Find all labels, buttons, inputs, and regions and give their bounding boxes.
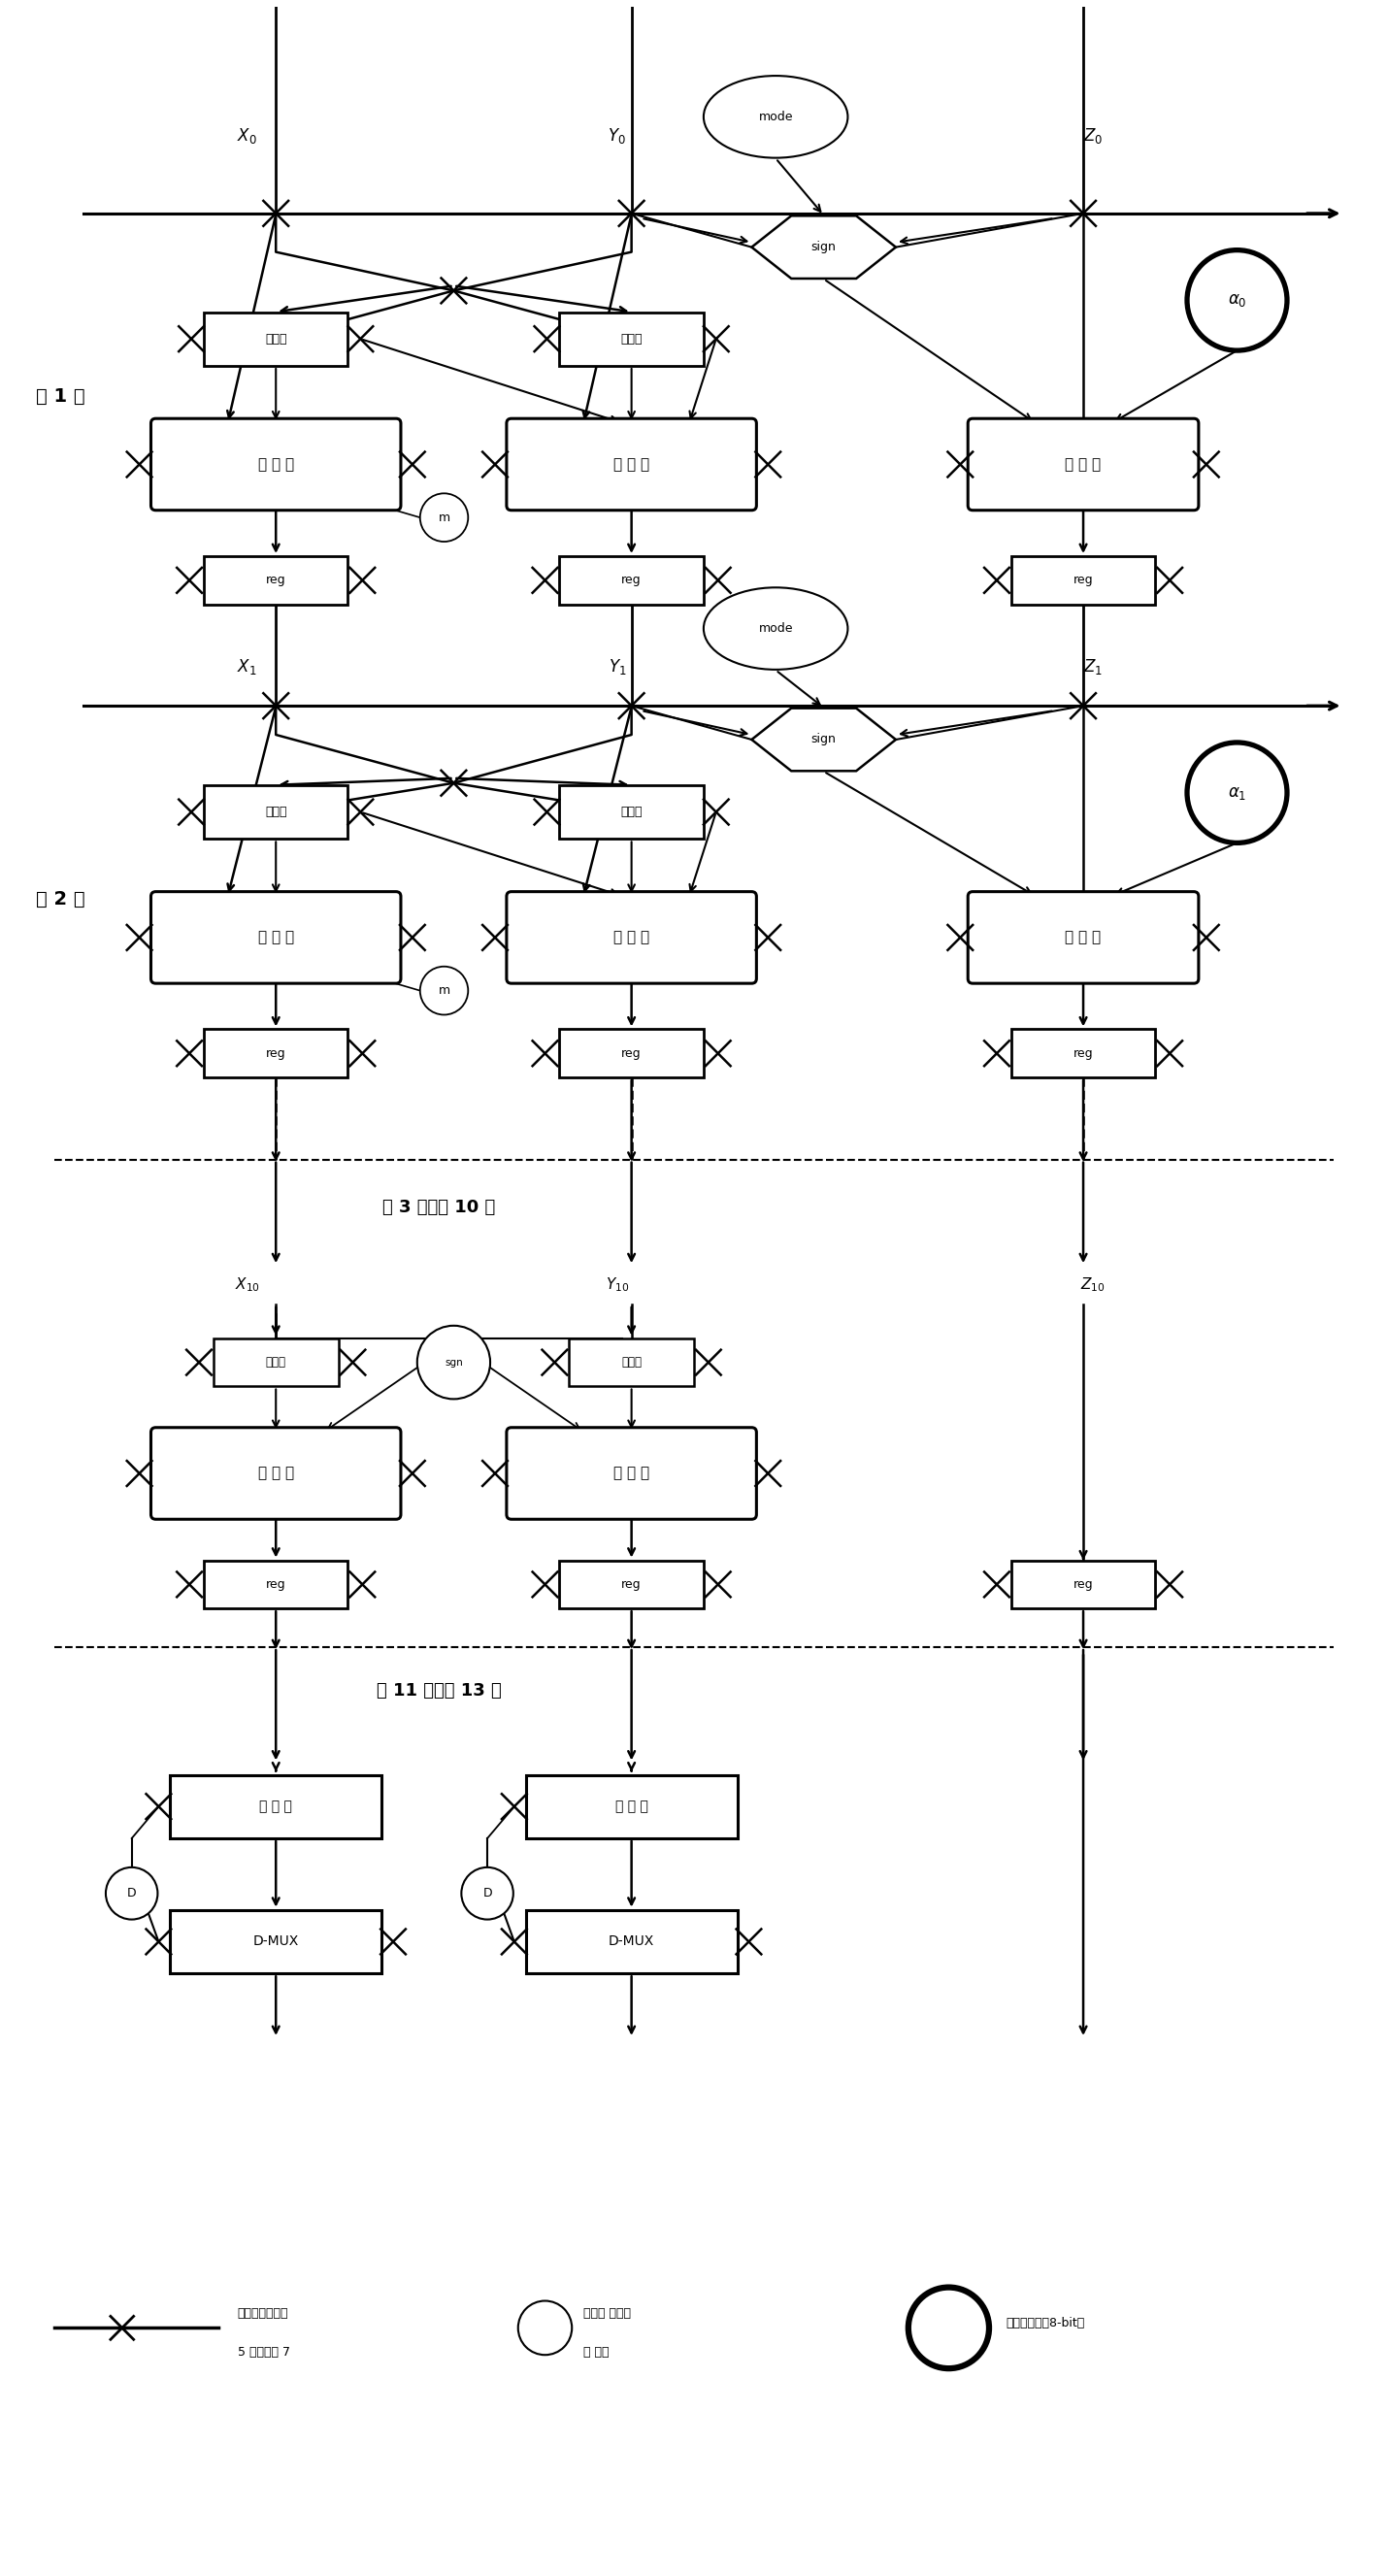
Text: reg: reg xyxy=(621,1579,642,1592)
Text: $Z_0$: $Z_0$ xyxy=(1083,126,1103,147)
Text: mode: mode xyxy=(759,623,793,634)
Bar xyxy=(1011,556,1155,605)
Bar xyxy=(559,556,703,605)
FancyBboxPatch shape xyxy=(151,417,401,510)
Text: $\alpha_1$: $\alpha_1$ xyxy=(1227,783,1247,801)
Ellipse shape xyxy=(703,75,847,157)
Text: D-MUX: D-MUX xyxy=(609,1935,655,1947)
Text: 分布式 可配置: 分布式 可配置 xyxy=(584,2308,631,2321)
Text: 第 11 级至第 13 级: 第 11 级至第 13 级 xyxy=(377,1682,502,1700)
Text: 包括有控制开关: 包括有控制开关 xyxy=(237,2308,288,2321)
Circle shape xyxy=(420,495,467,541)
Text: 存 储位: 存 储位 xyxy=(584,2347,609,2357)
Text: 加 法 器: 加 法 器 xyxy=(613,456,649,471)
Text: 移位器: 移位器 xyxy=(265,332,287,345)
Ellipse shape xyxy=(703,587,847,670)
Text: 累 加 器: 累 加 器 xyxy=(614,1801,648,1814)
Text: $X_{10}$: $X_{10}$ xyxy=(234,1275,259,1293)
Text: m: m xyxy=(438,510,449,523)
FancyBboxPatch shape xyxy=(968,417,1198,510)
Text: reg: reg xyxy=(266,1046,286,1059)
FancyBboxPatch shape xyxy=(506,891,756,984)
Bar xyxy=(214,1337,338,1386)
Bar xyxy=(559,786,703,840)
Bar xyxy=(171,1775,381,1837)
Text: $Z_{10}$: $Z_{10}$ xyxy=(1080,1275,1105,1293)
Circle shape xyxy=(908,2287,989,2367)
Bar xyxy=(171,1911,381,1973)
Text: sign: sign xyxy=(811,240,836,252)
Text: 移位器: 移位器 xyxy=(266,1355,286,1368)
Text: reg: reg xyxy=(1074,1046,1093,1059)
FancyBboxPatch shape xyxy=(968,891,1198,984)
Text: 第 2 级: 第 2 级 xyxy=(36,889,85,909)
FancyBboxPatch shape xyxy=(506,417,756,510)
Text: 第 1 级: 第 1 级 xyxy=(36,386,85,407)
Bar xyxy=(204,786,348,840)
Text: $Y_{10}$: $Y_{10}$ xyxy=(605,1275,628,1293)
Bar xyxy=(204,556,348,605)
Text: $X_1$: $X_1$ xyxy=(237,657,257,677)
Circle shape xyxy=(420,966,467,1015)
Text: 移位器: 移位器 xyxy=(621,1355,642,1368)
Circle shape xyxy=(462,1868,513,1919)
Text: $\alpha_0$: $\alpha_0$ xyxy=(1227,291,1247,309)
Text: reg: reg xyxy=(1074,1579,1093,1592)
Polygon shape xyxy=(752,708,896,770)
Text: 加 法 器: 加 法 器 xyxy=(613,930,649,945)
Text: 移位器: 移位器 xyxy=(620,332,642,345)
Text: $Z_1$: $Z_1$ xyxy=(1083,657,1103,677)
Text: 加 法 器: 加 法 器 xyxy=(1065,456,1101,471)
Text: 移位器: 移位器 xyxy=(620,806,642,819)
Text: 移位器: 移位器 xyxy=(265,806,287,819)
Bar xyxy=(526,1775,738,1837)
Bar xyxy=(559,1561,703,1607)
Bar xyxy=(204,1030,348,1077)
Bar xyxy=(559,1030,703,1077)
Text: 加 法 器: 加 法 器 xyxy=(1065,930,1101,945)
Text: reg: reg xyxy=(621,1046,642,1059)
Text: 加 法 器: 加 法 器 xyxy=(258,930,294,945)
Polygon shape xyxy=(752,216,896,278)
Text: 第 3 级至第 10 级: 第 3 级至第 10 级 xyxy=(383,1198,495,1216)
Text: $Y_1$: $Y_1$ xyxy=(608,657,626,677)
Text: 加 法 器: 加 法 器 xyxy=(258,456,294,471)
Circle shape xyxy=(417,1327,490,1399)
Bar xyxy=(204,1561,348,1607)
Text: D-MUX: D-MUX xyxy=(252,1935,298,1947)
FancyBboxPatch shape xyxy=(151,1427,401,1520)
Text: reg: reg xyxy=(621,574,642,587)
Text: $X_0$: $X_0$ xyxy=(237,126,257,147)
Text: 加 法 器: 加 法 器 xyxy=(258,1466,294,1481)
Bar xyxy=(526,1911,738,1973)
Text: 加 法 器: 加 法 器 xyxy=(613,1466,649,1481)
Bar xyxy=(559,312,703,366)
FancyBboxPatch shape xyxy=(151,891,401,984)
Bar xyxy=(204,312,348,366)
Text: reg: reg xyxy=(266,1579,286,1592)
Text: 预置数据字（8-bit）: 预置数据字（8-bit） xyxy=(1007,2316,1085,2329)
Text: reg: reg xyxy=(1074,574,1093,587)
Text: $Y_0$: $Y_0$ xyxy=(608,126,626,147)
Text: mode: mode xyxy=(759,111,793,124)
Text: D: D xyxy=(128,1888,136,1899)
Circle shape xyxy=(1187,742,1287,842)
Circle shape xyxy=(519,2300,571,2354)
Text: 累 加 器: 累 加 器 xyxy=(259,1801,293,1814)
Bar xyxy=(1011,1561,1155,1607)
Text: sign: sign xyxy=(811,734,836,747)
Bar xyxy=(1011,1030,1155,1077)
Text: m: m xyxy=(438,984,449,997)
Bar xyxy=(569,1337,694,1386)
Circle shape xyxy=(105,1868,158,1919)
Text: D: D xyxy=(483,1888,492,1899)
Text: sgn: sgn xyxy=(445,1358,463,1368)
FancyBboxPatch shape xyxy=(506,1427,756,1520)
Text: reg: reg xyxy=(266,574,286,587)
Circle shape xyxy=(1187,250,1287,350)
Text: 5 的互连线 7: 5 的互连线 7 xyxy=(237,2347,290,2357)
